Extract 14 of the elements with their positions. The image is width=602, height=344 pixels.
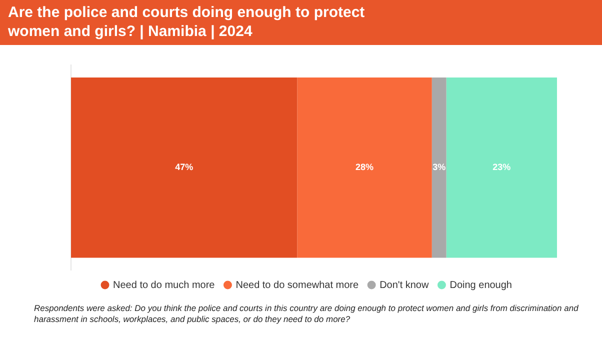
- data-label: 28%: [356, 162, 374, 172]
- bar: [297, 77, 432, 258]
- chart-title: Are the police and courts doing enough to protect women and girls? | Namibia | 2024: [0, 0, 602, 45]
- bar: [432, 77, 446, 258]
- legend-label: Doing enough: [450, 280, 512, 291]
- data-label: 3%: [432, 162, 446, 172]
- legend-label: Need to do much more: [113, 280, 216, 291]
- data-label: 23%: [492, 162, 511, 172]
- text: Respondents were asked: Do you think the police and courts in this country are doing enough to protect women and girls from discrimination and harassment in schools, workplaces, and public spaces, or do they need to do more?: [34, 303, 580, 325]
- legend-label: Need to do somewhat more: [236, 280, 360, 291]
- bar: [446, 77, 557, 258]
- legend-label: Don't know: [380, 280, 430, 291]
- data-label: 47%: [175, 162, 194, 172]
- bar: [71, 77, 298, 258]
